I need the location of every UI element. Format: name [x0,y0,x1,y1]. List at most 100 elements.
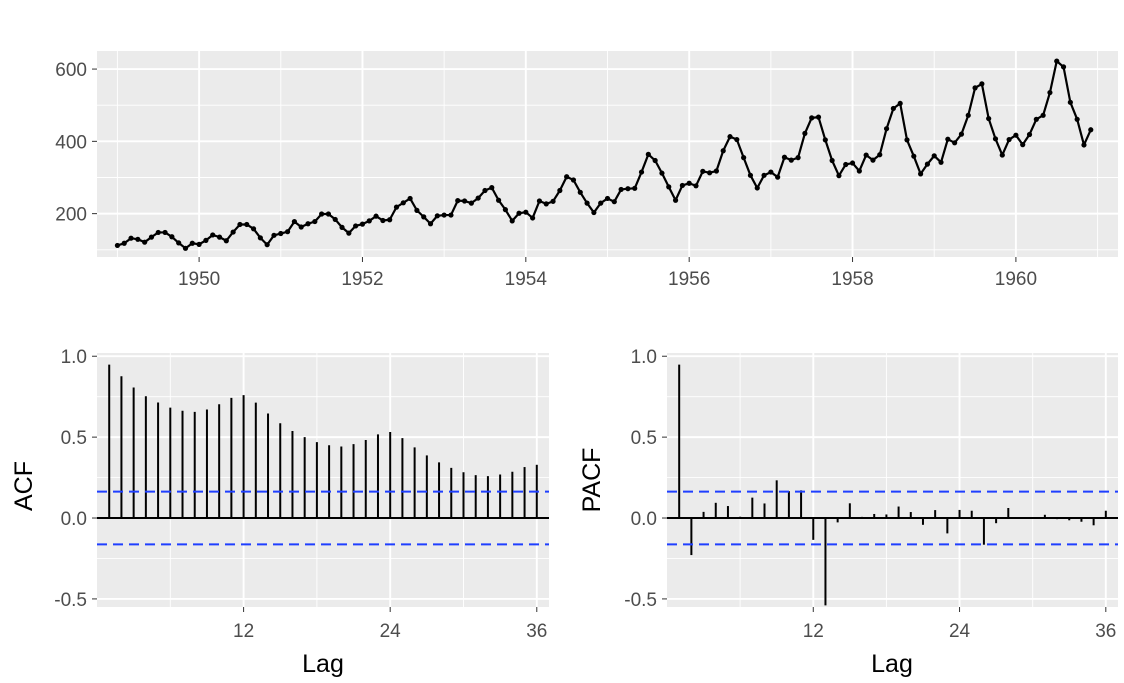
pacf-confidence-lines [667,490,1118,546]
data-point [128,235,134,241]
pacf-y-axis-title: PACF [578,448,606,513]
data-point [536,198,543,204]
data-point [856,168,862,174]
data-point [1006,136,1012,143]
x-tick-label: 36 [526,621,547,642]
data-point [244,221,250,228]
data-point [618,186,624,193]
acf-plot-background [97,353,549,607]
data-point [1067,99,1073,105]
data-point [189,240,195,246]
data-point [788,157,794,163]
data-point [911,153,917,159]
data-point [652,157,658,164]
data-point [1026,131,1033,138]
data-point [516,210,522,216]
data-point [781,154,788,160]
data-point [952,140,958,146]
data-point [237,221,243,228]
data-point [489,185,495,191]
data-point [666,184,672,190]
data-point [1054,58,1060,64]
x-tick-label: 1958 [831,269,873,290]
x-tick-label: 1954 [505,269,548,290]
data-point [795,155,801,161]
data-point [448,212,454,218]
data-point [461,198,468,204]
data-point [176,240,182,246]
acf-x-axis-title: Lag [302,650,344,678]
data-point [734,136,740,143]
y-tick-label: 200 [55,205,87,226]
data-point [264,242,270,248]
data-point [1020,142,1026,148]
x-tick-label: 1950 [178,269,220,290]
data-point [843,161,849,168]
x-tick-label: 24 [380,621,402,642]
pacf-y-ticks: -0.5 0.0 0.5 1.0 [624,347,667,611]
data-point [999,152,1005,158]
y-tick-label: 400 [55,132,87,153]
y-tick-label: 1.0 [61,347,87,368]
data-point [162,229,168,236]
data-point [802,130,808,136]
data-point [931,153,937,159]
data-point [543,201,549,207]
time-series-x-ticks: 1950 1952 1954 1956 1958 1960 [178,257,1037,290]
data-point [938,159,944,165]
data-point [924,161,931,167]
data-point [135,236,141,242]
x-tick-label: 1960 [995,269,1037,290]
y-tick-label: 0.5 [631,428,657,449]
data-point [822,137,828,143]
data-point [761,172,767,178]
x-tick-label: 12 [803,621,824,642]
data-point [400,200,406,206]
data-point [768,169,774,175]
data-point [809,115,815,121]
data-point [325,211,332,217]
data-point [1081,142,1087,148]
data-point [638,169,645,175]
data-point [509,218,515,224]
data-point [271,232,277,238]
data-point [672,197,679,203]
y-tick-label: -0.5 [624,590,657,611]
data-point [707,170,713,176]
data-point [577,189,583,195]
data-point [883,126,890,132]
data-point [727,134,733,140]
time-series-panel: 200 400 600 1950 1952 1954 1956 1958 1960 [55,51,1118,290]
data-point [625,186,631,192]
data-point [741,155,747,161]
data-point [284,229,291,235]
data-point [305,221,311,227]
data-point [380,217,386,224]
data-point [502,207,508,213]
y-tick-label: 1.0 [631,347,657,368]
data-point [992,136,999,142]
data-point [250,226,257,232]
data-point [332,216,338,223]
data-point [570,177,577,183]
data-point [815,114,822,120]
data-point [530,215,536,221]
data-point [659,170,665,176]
acf-x-ticks: 12 24 36 [233,607,547,642]
data-point [427,221,434,227]
data-point [775,174,781,180]
data-point [550,198,556,204]
data-point [1088,127,1094,133]
data-point [455,198,461,204]
x-tick-label: 36 [1095,621,1116,642]
data-point [986,115,992,122]
pacf-x-ticks: 12 24 36 [803,607,1116,642]
data-point [216,234,223,240]
data-point [965,112,971,118]
data-point [557,187,563,194]
data-point [359,221,366,227]
y-tick-label: -0.5 [54,590,87,611]
data-point [611,199,617,205]
data-point [434,213,440,219]
